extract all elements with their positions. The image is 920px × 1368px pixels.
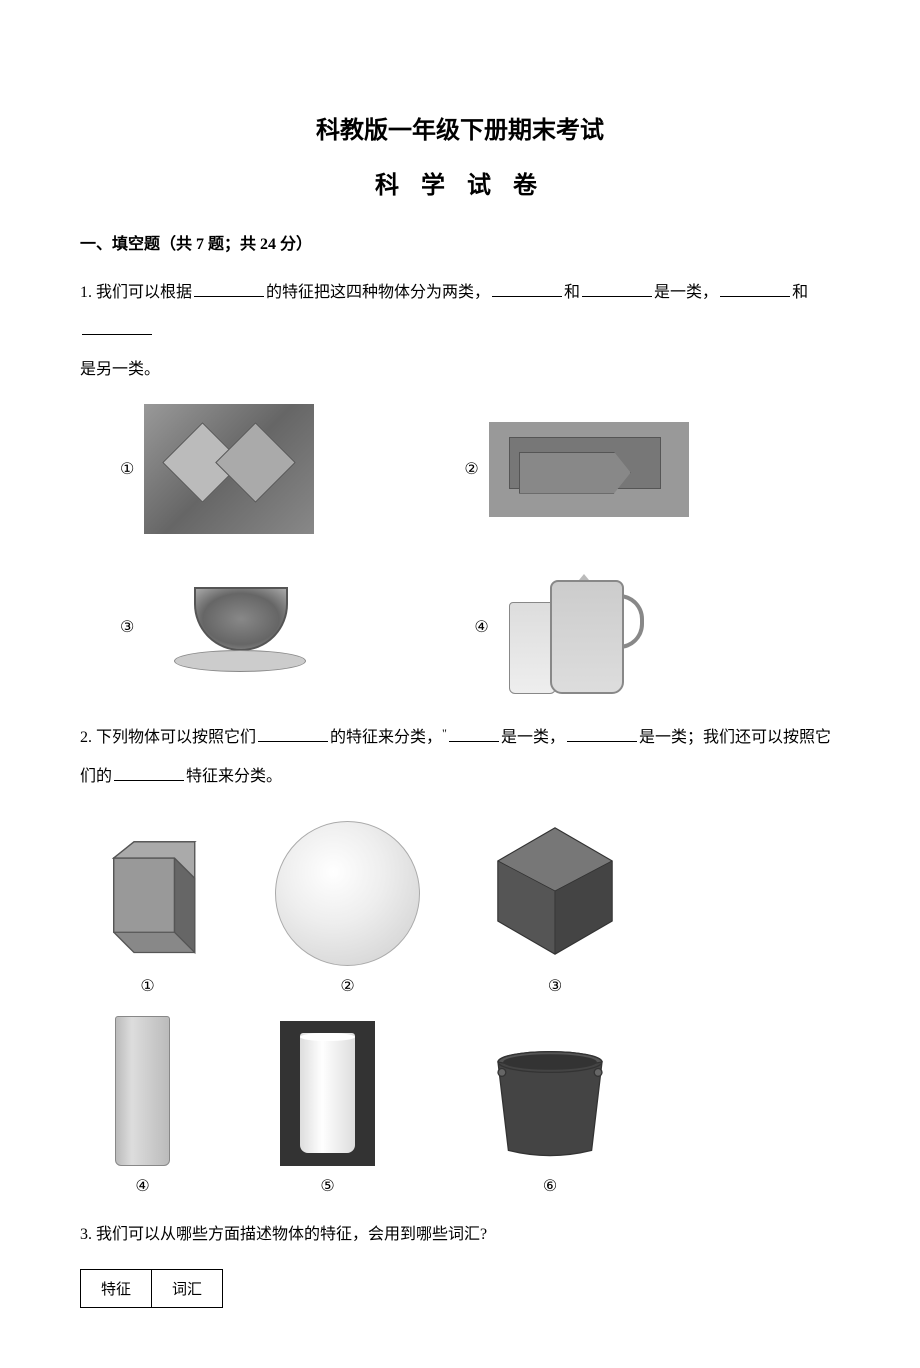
blank (194, 279, 264, 297)
q1-mid3: 是一类， (654, 284, 718, 301)
q3-text: 3. 我们可以从哪些方面描述物体的特征，会用到哪些词汇? (80, 1226, 487, 1243)
image-cube (80, 831, 215, 966)
question-3: 3. 我们可以从哪些方面描述物体的特征，会用到哪些词汇? (80, 1216, 840, 1254)
q1-images-row-1: ① ② (120, 404, 840, 534)
blank (114, 763, 184, 781)
image-item-col-6: ⑥ (485, 1036, 615, 1196)
blank (449, 724, 499, 742)
pitcher-handle (614, 594, 644, 649)
q1-mid4: 和 (792, 284, 808, 301)
label-3: ③ (120, 617, 134, 637)
image-teacup (144, 572, 324, 682)
question-1: 1. 我们可以根据 的特征把这四种物体分为两类， 和 是一类， 和 是另一类。 (80, 274, 840, 389)
image-item-2: ② (464, 422, 688, 517)
image-item-col-1: ① (80, 831, 215, 996)
image-item-col-2: ② (275, 821, 420, 996)
image-pitcher (499, 554, 649, 699)
image-item-4: ④ (474, 554, 648, 699)
image-tags (489, 422, 689, 517)
blank (258, 724, 328, 742)
q1-suffix: 是另一类。 (80, 361, 160, 378)
label-4: ④ (135, 1176, 149, 1196)
label-2: ② (464, 459, 478, 479)
image-item-1: ① (120, 404, 314, 534)
title-sub: 科 学 试 卷 (80, 165, 840, 200)
q1-images-row-2: ③ ④ (120, 554, 840, 699)
blank (582, 279, 652, 297)
q1-prefix: 1. 我们可以根据 (80, 284, 192, 301)
table-cell-h2: 词汇 (152, 1270, 223, 1308)
q2-prefix: 2. 下列物体可以按照它们 (80, 729, 256, 746)
q1-mid2: 和 (564, 284, 580, 301)
title-main: 科教版一年级下册期末考试 (80, 110, 840, 145)
label-2: ② (340, 976, 354, 996)
q2-mid1: 的特征来分类， (330, 729, 442, 746)
q2-images-row-2: ④ ⑤ ⑥ (115, 1016, 840, 1196)
label-1: ① (140, 976, 154, 996)
quote-mark: " (442, 726, 447, 740)
image-glass (115, 1016, 170, 1166)
image-item-3: ③ (120, 572, 324, 682)
label-4: ④ (474, 617, 488, 637)
label-3: ③ (548, 976, 562, 996)
image-milk-glass (280, 1021, 375, 1166)
q3-table: 特征 词汇 (80, 1269, 223, 1308)
q2-mid3: 是一类；我们还可以按照它 (639, 729, 831, 746)
label-1: ① (120, 459, 134, 479)
blank (492, 279, 562, 297)
pitcher-spout (569, 574, 599, 592)
blank (720, 279, 790, 297)
blank (82, 317, 152, 335)
q2-images-row-1: ① ② ③ (80, 816, 840, 996)
image-item-col-5: ⑤ (280, 1021, 375, 1196)
q2-line2-prefix: 们的 (80, 768, 112, 785)
q1-mid1: 的特征把这四种物体分为两类， (266, 284, 490, 301)
image-sphere (275, 821, 420, 966)
image-item-col-3: ③ (480, 816, 630, 996)
section-header-1: 一、填空题（共 7 题；共 24 分） (80, 230, 840, 254)
label-5: ⑤ (320, 1176, 334, 1196)
image-cubes (144, 404, 314, 534)
image-bucket (485, 1036, 615, 1166)
table-row: 特征 词汇 (81, 1270, 223, 1308)
label-6: ⑥ (543, 1176, 557, 1196)
q2-line2-suffix: 特征来分类。 (186, 768, 282, 785)
image-hexagon (480, 816, 630, 966)
image-item-col-4: ④ (115, 1016, 170, 1196)
table-cell-h1: 特征 (81, 1270, 152, 1308)
question-2: 2. 下列物体可以按照它们 的特征来分类，" 是一类， 是一类；我们还可以按照它 们的… (80, 719, 840, 796)
blank (567, 724, 637, 742)
q2-mid2: 是一类， (501, 729, 565, 746)
